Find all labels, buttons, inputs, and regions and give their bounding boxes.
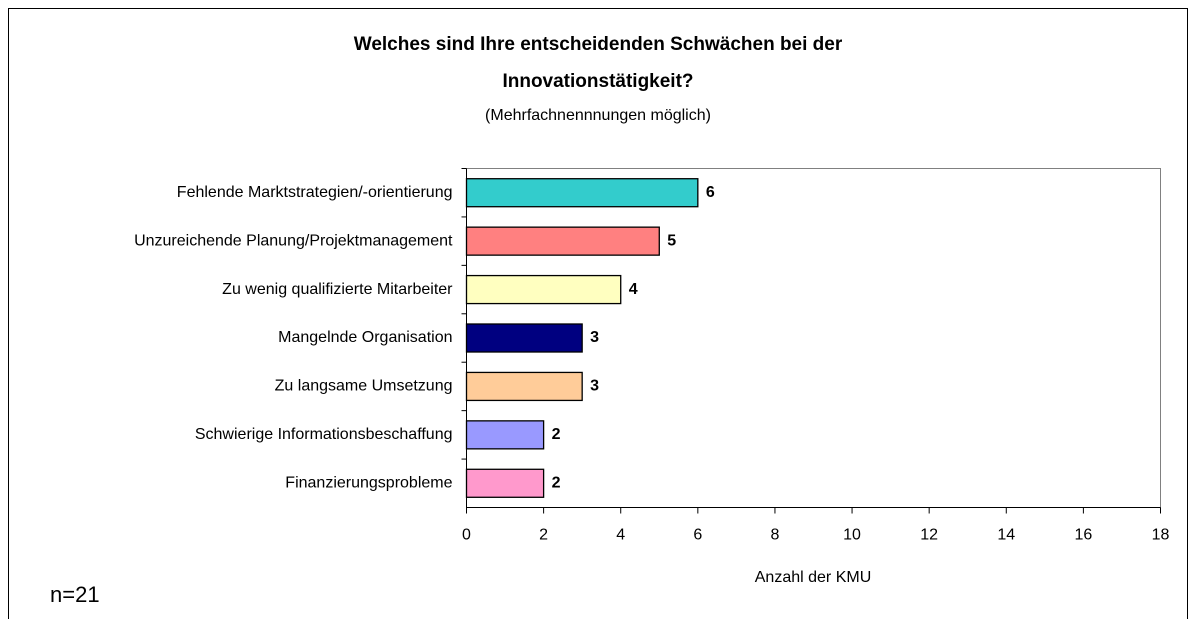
data-label: 2 <box>552 475 561 492</box>
bar <box>465 420 545 450</box>
bar <box>465 323 583 353</box>
chart-title: Welches sind Ihre entscheidenden Schwäch… <box>354 34 843 55</box>
y-tick-label: Schwierige Informationsbeschaffung <box>195 426 453 443</box>
annotation: n=21 <box>50 582 100 607</box>
x-tick-label: 8 <box>770 527 779 544</box>
bar <box>465 226 660 256</box>
chart-title: Innovationstätigkeit? <box>502 71 693 92</box>
bar <box>465 371 583 402</box>
x-tick-label: 12 <box>920 527 938 544</box>
y-tick-label: Unzureichende Planung/Projektmanagement <box>134 232 453 249</box>
x-tick-label: 0 <box>462 527 471 544</box>
data-label: 5 <box>667 232 676 249</box>
bar <box>465 274 622 305</box>
y-tick-label: Mangelnde Organisation <box>278 329 452 346</box>
chart-subtitle: (Mehrfachnennnungen möglich) <box>485 107 711 124</box>
data-label: 2 <box>552 426 561 443</box>
y-tick-label: Fehlende Marktstrategien/-orientierung <box>177 184 453 201</box>
x-tick-label: 2 <box>539 527 548 544</box>
x-tick-label: 16 <box>1074 527 1092 544</box>
data-label: 6 <box>706 184 715 201</box>
bar <box>465 468 545 498</box>
data-label: 3 <box>590 378 599 395</box>
y-tick-label: Zu langsame Umsetzung <box>275 378 453 395</box>
x-tick-label: 10 <box>843 527 861 544</box>
data-label: 4 <box>629 281 638 298</box>
x-axis-label: Anzahl der KMU <box>755 569 872 586</box>
x-tick-label: 4 <box>616 527 625 544</box>
x-tick-label: 14 <box>997 527 1015 544</box>
y-tick-label: Finanzierungsprobleme <box>285 475 452 492</box>
data-label: 3 <box>590 329 599 346</box>
x-tick-label: 6 <box>693 527 702 544</box>
x-tick-label: 18 <box>1152 527 1170 544</box>
bar <box>465 178 699 208</box>
y-tick-label: Zu wenig qualifizierte Mitarbeiter <box>222 281 453 298</box>
